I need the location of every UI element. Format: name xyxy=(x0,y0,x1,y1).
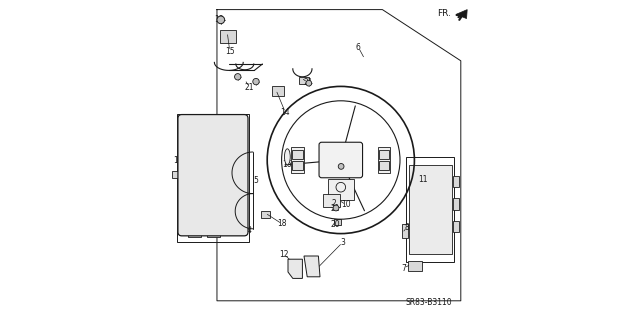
Text: 13: 13 xyxy=(305,266,315,275)
Bar xyxy=(207,227,220,237)
Text: 6: 6 xyxy=(356,43,361,52)
Bar xyxy=(236,155,248,173)
Bar xyxy=(379,161,389,170)
Text: 4: 4 xyxy=(246,226,252,235)
FancyBboxPatch shape xyxy=(319,142,362,178)
Circle shape xyxy=(333,205,339,211)
Text: 2: 2 xyxy=(332,199,337,208)
Bar xyxy=(406,157,454,262)
Text: 9: 9 xyxy=(336,164,341,173)
Polygon shape xyxy=(288,259,302,278)
Text: 16: 16 xyxy=(282,160,292,169)
Circle shape xyxy=(235,74,241,80)
FancyBboxPatch shape xyxy=(178,115,248,236)
Text: SRS: SRS xyxy=(218,141,228,147)
Text: 14: 14 xyxy=(280,108,291,117)
Bar xyxy=(334,219,341,225)
Text: 12: 12 xyxy=(280,250,289,259)
Bar xyxy=(172,171,179,178)
Bar xyxy=(220,30,236,43)
Text: 19: 19 xyxy=(214,15,224,24)
Polygon shape xyxy=(304,256,320,277)
Text: 3: 3 xyxy=(340,238,345,247)
Bar xyxy=(453,176,458,187)
Text: 20: 20 xyxy=(330,220,340,229)
Text: 10: 10 xyxy=(341,200,351,209)
Bar xyxy=(177,114,249,242)
Text: 21: 21 xyxy=(331,204,340,212)
Text: 1: 1 xyxy=(193,128,198,137)
Text: H: H xyxy=(197,144,205,154)
Bar xyxy=(261,211,270,218)
Text: 18: 18 xyxy=(173,156,182,164)
Bar xyxy=(379,150,389,159)
Ellipse shape xyxy=(285,149,291,165)
Bar xyxy=(402,224,408,238)
Bar xyxy=(378,147,390,173)
Circle shape xyxy=(339,164,344,169)
Text: FR.: FR. xyxy=(436,9,451,18)
Text: 5: 5 xyxy=(253,176,258,185)
Text: 7: 7 xyxy=(401,264,406,273)
Text: 18: 18 xyxy=(278,220,287,228)
Bar xyxy=(328,162,338,169)
Bar xyxy=(272,86,284,96)
Bar xyxy=(236,130,248,147)
Text: 15: 15 xyxy=(225,47,235,56)
Bar xyxy=(188,227,201,237)
Bar xyxy=(292,150,303,159)
Polygon shape xyxy=(456,10,467,19)
Text: 21: 21 xyxy=(303,78,312,87)
Text: 11: 11 xyxy=(419,175,428,184)
Text: 17: 17 xyxy=(323,159,333,168)
Circle shape xyxy=(306,80,312,86)
Circle shape xyxy=(217,16,225,24)
Bar xyxy=(292,161,303,170)
Text: 21: 21 xyxy=(244,83,253,92)
Bar xyxy=(453,221,458,232)
Bar xyxy=(323,194,340,207)
Circle shape xyxy=(253,78,259,85)
Text: 8: 8 xyxy=(404,223,410,232)
Bar xyxy=(408,261,422,271)
Bar xyxy=(291,147,304,173)
Bar xyxy=(409,165,452,254)
Bar xyxy=(300,77,310,84)
Text: SR83-B3110: SR83-B3110 xyxy=(406,298,452,307)
Bar xyxy=(328,179,353,200)
Bar xyxy=(453,198,458,210)
